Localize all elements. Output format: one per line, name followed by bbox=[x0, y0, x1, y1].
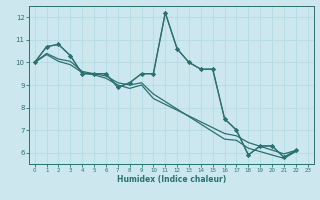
X-axis label: Humidex (Indice chaleur): Humidex (Indice chaleur) bbox=[116, 175, 226, 184]
